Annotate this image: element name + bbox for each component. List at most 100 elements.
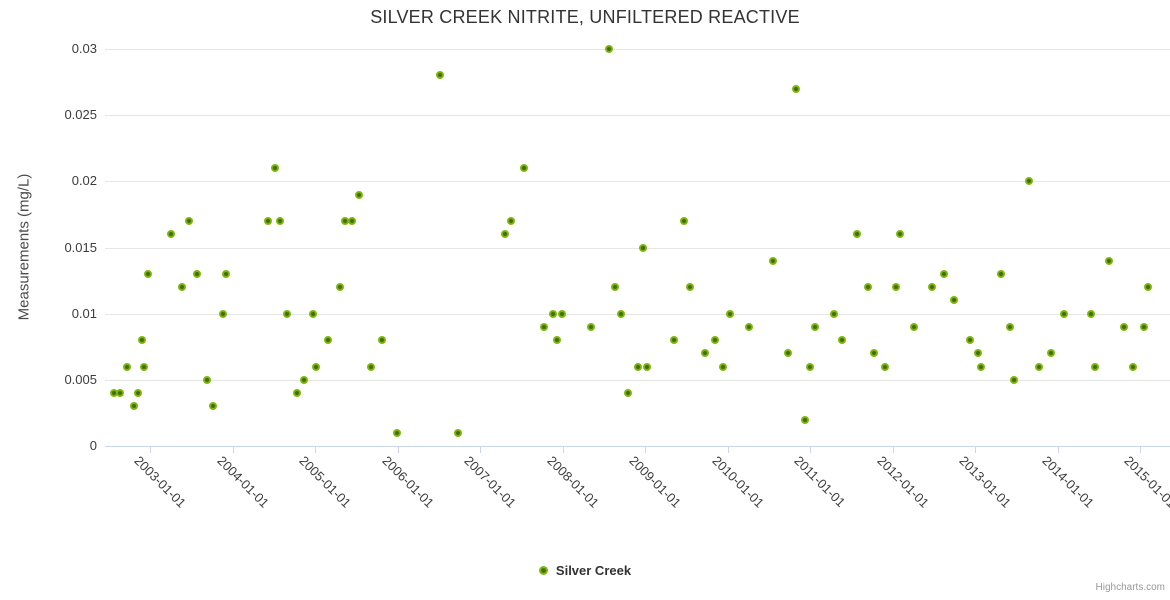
data-point[interactable]	[638, 243, 647, 252]
data-point[interactable]	[838, 336, 847, 345]
data-point[interactable]	[377, 336, 386, 345]
data-point[interactable]	[642, 362, 651, 371]
data-point[interactable]	[116, 389, 125, 398]
data-point[interactable]	[184, 217, 193, 226]
data-point[interactable]	[928, 283, 937, 292]
data-point[interactable]	[1090, 362, 1099, 371]
data-point[interactable]	[392, 428, 401, 437]
data-point[interactable]	[218, 309, 227, 318]
data-point[interactable]	[701, 349, 710, 358]
y-axis-tick-label: 0.015	[64, 240, 97, 255]
data-point[interactable]	[1024, 177, 1033, 186]
data-point[interactable]	[539, 322, 548, 331]
data-point[interactable]	[324, 336, 333, 345]
data-point[interactable]	[178, 283, 187, 292]
data-point[interactable]	[1006, 322, 1015, 331]
data-point[interactable]	[997, 269, 1006, 278]
data-point[interactable]	[768, 256, 777, 265]
data-point[interactable]	[853, 230, 862, 239]
data-point[interactable]	[500, 230, 509, 239]
data-point[interactable]	[271, 164, 280, 173]
data-point[interactable]	[633, 362, 642, 371]
data-point[interactable]	[137, 336, 146, 345]
data-point[interactable]	[221, 269, 230, 278]
data-point[interactable]	[519, 164, 528, 173]
data-point[interactable]	[202, 375, 211, 384]
data-point[interactable]	[335, 283, 344, 292]
data-point[interactable]	[623, 389, 632, 398]
x-axis-tick-label: 2003-01-01	[131, 453, 190, 511]
data-point[interactable]	[939, 269, 948, 278]
data-point[interactable]	[263, 217, 272, 226]
data-point[interactable]	[881, 362, 890, 371]
data-point[interactable]	[122, 362, 131, 371]
data-point[interactable]	[276, 217, 285, 226]
data-point[interactable]	[367, 362, 376, 371]
data-point[interactable]	[1060, 309, 1069, 318]
data-point[interactable]	[891, 283, 900, 292]
data-point[interactable]	[587, 322, 596, 331]
data-point[interactable]	[1035, 362, 1044, 371]
data-point[interactable]	[679, 217, 688, 226]
data-point[interactable]	[109, 389, 118, 398]
legend-item-silver-creek[interactable]: Silver Creek	[0, 563, 1170, 578]
data-point[interactable]	[144, 269, 153, 278]
data-point[interactable]	[311, 362, 320, 371]
x-axis-tick-label: 2008-01-01	[544, 453, 603, 511]
data-point[interactable]	[870, 349, 879, 358]
data-point[interactable]	[140, 362, 149, 371]
y-gridline	[105, 248, 1170, 249]
data-point[interactable]	[1009, 375, 1018, 384]
data-point[interactable]	[354, 190, 363, 199]
data-point[interactable]	[974, 349, 983, 358]
data-point[interactable]	[292, 389, 301, 398]
data-point[interactable]	[810, 322, 819, 331]
data-point[interactable]	[1128, 362, 1137, 371]
x-axis-tick-label: 2007-01-01	[461, 453, 520, 511]
data-point[interactable]	[783, 349, 792, 358]
data-point[interactable]	[604, 45, 613, 53]
data-point[interactable]	[1119, 322, 1128, 331]
y-axis-tick-label: 0	[89, 438, 97, 453]
data-point[interactable]	[1144, 283, 1153, 292]
data-point[interactable]	[1046, 349, 1055, 358]
data-point[interactable]	[300, 375, 309, 384]
data-point[interactable]	[669, 336, 678, 345]
data-point[interactable]	[507, 217, 516, 226]
data-point[interactable]	[829, 309, 838, 318]
data-point[interactable]	[193, 269, 202, 278]
data-point[interactable]	[1140, 322, 1149, 331]
data-point[interactable]	[166, 230, 175, 239]
data-point[interactable]	[966, 336, 975, 345]
data-point[interactable]	[453, 428, 462, 437]
data-point[interactable]	[791, 84, 800, 93]
data-point[interactable]	[686, 283, 695, 292]
data-point[interactable]	[744, 322, 753, 331]
data-point[interactable]	[348, 217, 357, 226]
data-point[interactable]	[435, 71, 444, 80]
data-point[interactable]	[208, 402, 217, 411]
data-point[interactable]	[1105, 256, 1114, 265]
data-point[interactable]	[909, 322, 918, 331]
data-point[interactable]	[548, 309, 557, 318]
data-point[interactable]	[976, 362, 985, 371]
data-point[interactable]	[552, 336, 561, 345]
data-point[interactable]	[617, 309, 626, 318]
data-point[interactable]	[806, 362, 814, 371]
highcharts-credits-link[interactable]: Highcharts.com	[1095, 582, 1165, 593]
data-point[interactable]	[130, 402, 139, 411]
data-point[interactable]	[718, 362, 727, 371]
data-point[interactable]	[282, 309, 291, 318]
data-point[interactable]	[340, 217, 349, 226]
data-point[interactable]	[863, 283, 872, 292]
data-point[interactable]	[801, 415, 810, 424]
data-point[interactable]	[611, 283, 620, 292]
data-point[interactable]	[1086, 309, 1095, 318]
data-point[interactable]	[308, 309, 317, 318]
data-point[interactable]	[725, 309, 734, 318]
data-point[interactable]	[557, 309, 566, 318]
data-point[interactable]	[711, 336, 720, 345]
data-point[interactable]	[950, 296, 959, 305]
data-point[interactable]	[134, 389, 143, 398]
data-point[interactable]	[895, 230, 904, 239]
